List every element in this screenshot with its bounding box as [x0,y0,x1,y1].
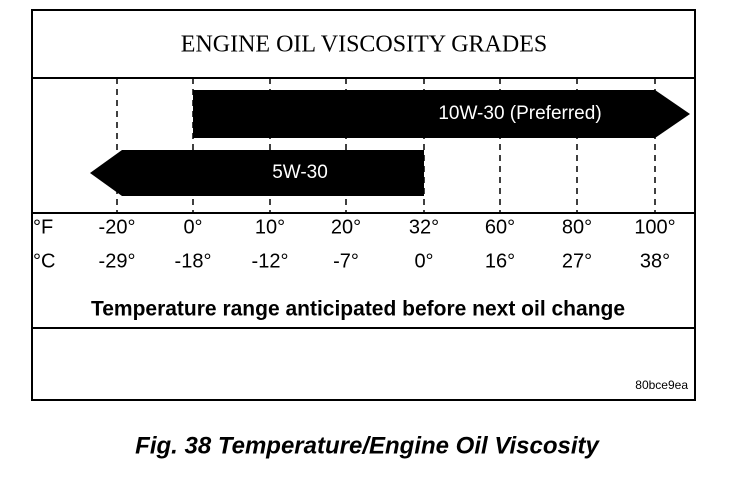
code: 80bce9ea [635,378,688,392]
fahrenheit-label: 10° [255,216,285,238]
arrow-10w30 [193,90,690,138]
arrow-label: 10W-30 (Preferred) [438,103,601,124]
frame [31,9,696,401]
scale-labels: -20° 0° 10° 20° 32° 60° 80° 100° -29° -18° -12° -7°… [99,216,676,272]
fahrenheit-label: -20° [99,216,136,238]
fahrenheit-label: 0° [183,216,202,238]
fahrenheit-label: 60° [485,216,515,238]
fahrenheit-label: 32° [409,216,439,238]
unit-label: °C [33,250,55,272]
celsius-label: -12° [252,250,289,272]
title: ENGINE OIL VISCOSITY GRADES [181,32,547,58]
celsius-label: 27° [562,250,592,272]
caption: Fig. 38 Temperature/Engine Oil Viscosity [135,432,600,459]
celsius-label: 0° [414,250,433,272]
celsius-label: -18° [175,250,212,272]
fahrenheit-label: 20° [331,216,361,238]
arrow-5w30 [90,150,424,196]
celsius-label: 38° [640,250,670,272]
range-note: Temperature range anticipated before nex… [91,298,625,321]
celsius-label: 16° [485,250,515,272]
celsius-label: -7° [333,250,359,272]
fahrenheit-label: 100° [634,216,675,238]
fahrenheit-label: 80° [562,216,592,238]
arrow-label: 5W-30 [272,162,328,183]
celsius-label: -29° [99,250,136,272]
unit-label: °F [33,216,53,238]
